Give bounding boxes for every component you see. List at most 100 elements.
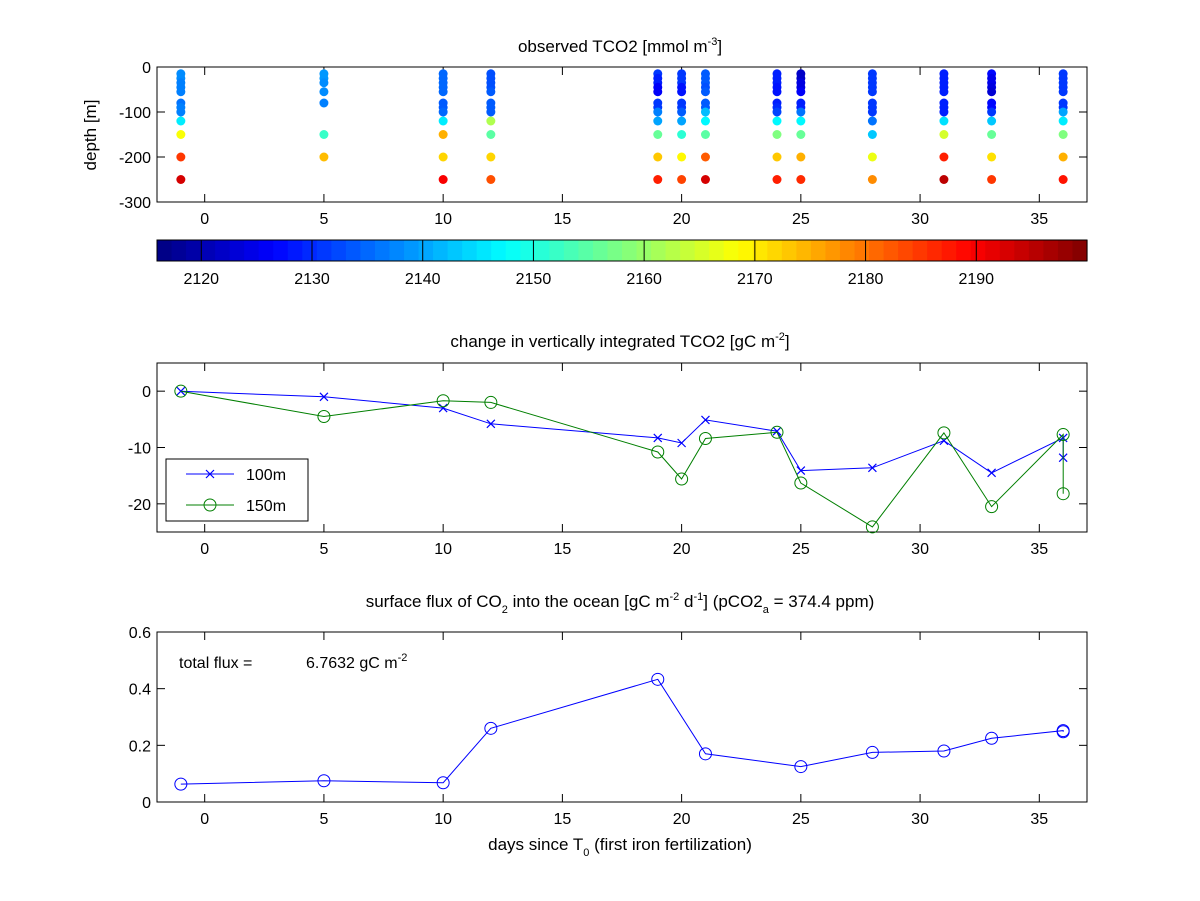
colorbar-tick-label: 2170 [737, 271, 773, 288]
colorbar-segment [999, 240, 1015, 261]
tco2-point [677, 175, 687, 184]
tco2-point [987, 130, 997, 139]
colorbar-segment [767, 240, 783, 261]
panel3-title: surface flux of CO2 into the ocean [gC m… [366, 591, 875, 616]
colorbar-tick-label: 2190 [958, 271, 994, 288]
panel2-xtick-label: 5 [319, 541, 328, 558]
tco2-point [772, 87, 782, 97]
tco2-point [486, 175, 496, 184]
colorbar-segment [258, 240, 274, 261]
tco2-point [939, 175, 949, 184]
tco2-point [939, 107, 949, 117]
tco2-point [867, 116, 877, 126]
tco2-point [1058, 175, 1068, 184]
colorbar-segment [912, 240, 928, 261]
colorbar-segment [389, 240, 405, 261]
colorbar-segment [447, 240, 463, 261]
panel3-xtick-label: 30 [911, 811, 929, 828]
colorbar-segment [316, 240, 332, 261]
series-marker-150m [985, 500, 999, 514]
colorbar-segment [970, 240, 986, 261]
series-line-150m [180, 390, 1064, 528]
flux-marker [174, 777, 188, 791]
tco2-point [176, 87, 186, 97]
panel3-axes: 0 5 10 15 20 25 30 35 0 0.2 0.4 0.6 [129, 625, 1088, 828]
tco2-point [1058, 87, 1068, 97]
colorbar-segment [607, 240, 623, 261]
colorbar-segment [941, 240, 957, 261]
legend-marker-100m [205, 469, 215, 479]
tco2-point [700, 107, 710, 117]
tco2-point [677, 152, 687, 162]
tco2-point [1058, 130, 1068, 139]
legend-marker-150m [203, 498, 217, 512]
tco2-point [176, 175, 186, 184]
colorbar-segment [839, 240, 856, 261]
colorbar-segment [563, 240, 580, 261]
colorbar-segment [665, 240, 681, 261]
tco2-point [319, 152, 329, 162]
panel1-ylabel: depth [m] [81, 100, 100, 171]
colorbar-segment [491, 240, 507, 261]
colorbar-segment [723, 240, 739, 261]
colorbar-segment [505, 240, 521, 261]
series-marker-150m [436, 394, 450, 408]
colorbar-segment [752, 240, 768, 261]
series-marker-150m [865, 520, 879, 534]
tco2-point [319, 130, 329, 139]
panel3-xtick-label: 5 [319, 811, 328, 828]
panel2-xtick-label: 25 [792, 541, 810, 558]
colorbar-segment [229, 240, 245, 261]
series-marker-100m [653, 433, 663, 443]
colorbar-segment [273, 240, 289, 261]
panel1-xtick-label: 15 [553, 211, 571, 228]
colorbar-segment [869, 240, 885, 261]
tco2-point [796, 87, 806, 97]
panel1-title: observed TCO2 [mmol m-3] [518, 36, 722, 56]
panel1-frame [156, 66, 1088, 203]
colorbar-segment [244, 240, 260, 261]
flux-marker [937, 744, 951, 758]
series-marker-150m [1056, 428, 1070, 442]
tco2-point [653, 175, 663, 184]
colorbar-segment [215, 240, 231, 261]
colorbar-segment [200, 240, 216, 261]
colorbar-tick-label: 2180 [848, 271, 884, 288]
panel2-xtick-label: 15 [553, 541, 571, 558]
panel2-axes: 0 5 10 15 20 25 30 35 0 -10 -20 [128, 362, 1088, 558]
tco2-point [653, 107, 663, 117]
tco2-point [486, 87, 496, 97]
colorbar-segment [1072, 240, 1088, 261]
flux-marker [484, 721, 498, 735]
series-marker-150m [698, 431, 712, 445]
colorbar-segment [709, 240, 725, 261]
series-marker-150m [484, 395, 498, 409]
panel3-xtick-label: 0 [200, 811, 209, 828]
tco2-point [677, 130, 687, 139]
tco2-point [700, 87, 710, 97]
panel2-xtick-label: 10 [434, 541, 452, 558]
tco2-point [772, 107, 782, 117]
flux-marker [865, 745, 879, 759]
tco2-point [1058, 116, 1068, 126]
colorbar-segment [404, 240, 420, 261]
tco2-point [796, 152, 806, 162]
tco2-point [867, 175, 877, 184]
colorbar: 2120 2130 2140 2150 2160 2170 2180 2190 [156, 239, 1088, 288]
panel1-ytick-label: -200 [119, 150, 151, 167]
tco2-point [867, 130, 877, 139]
flux-marker [1056, 725, 1070, 739]
series-marker-100m [867, 463, 877, 473]
tco2-point [700, 152, 710, 162]
panel2-series [174, 384, 1070, 534]
tco2-point [987, 87, 997, 97]
panel3-ytick-label: 0.4 [129, 682, 151, 699]
series-marker-150m [794, 476, 808, 490]
flux-marker [698, 747, 712, 761]
panel3-xtick-label: 15 [553, 811, 571, 828]
tco2-point [700, 116, 710, 126]
panel2-title: change in vertically integrated TCO2 [gC… [450, 331, 789, 351]
panel2-ytick-label: -20 [128, 497, 151, 514]
panel3-xtick-label: 35 [1030, 811, 1048, 828]
